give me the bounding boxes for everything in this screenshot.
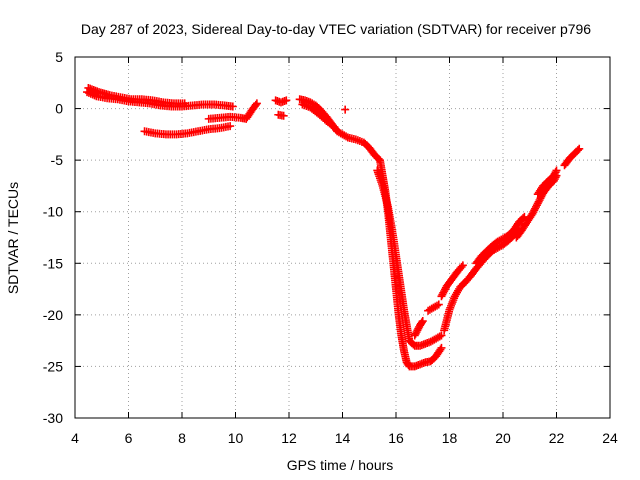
series-track-h	[298, 100, 339, 132]
data-point	[435, 332, 444, 341]
data-point	[180, 99, 189, 108]
y-tick-label: -30	[43, 410, 63, 426]
series-track-i	[341, 105, 350, 114]
data-point	[418, 317, 427, 326]
data-point	[573, 146, 582, 155]
data-point	[252, 99, 261, 108]
data-point	[575, 144, 584, 153]
series-track-q	[560, 144, 584, 170]
x-tick-label: 10	[228, 430, 244, 446]
data-points	[83, 83, 584, 371]
y-tick-label: 0	[55, 101, 63, 117]
data-point	[433, 301, 442, 310]
data-point	[228, 102, 237, 111]
data-point	[457, 262, 466, 271]
chart-title: Day 287 of 2023, Sidereal Day-to-day VTE…	[81, 21, 591, 37]
x-tick-label: 24	[602, 430, 618, 446]
data-point	[434, 300, 443, 309]
y-axis-label: SDTVAR / TECUs	[5, 182, 21, 294]
data-point	[226, 122, 235, 131]
x-tick-label: 22	[549, 430, 565, 446]
y-tick-label: 5	[55, 49, 63, 65]
data-point	[552, 166, 561, 175]
y-tick-label: -10	[43, 204, 63, 220]
series-track-f	[274, 110, 288, 120]
x-tick-label: 18	[442, 430, 458, 446]
data-point	[551, 168, 560, 177]
data-point	[436, 345, 445, 354]
series-track-b	[84, 83, 189, 108]
y-tick-label: -5	[51, 152, 64, 168]
data-point	[437, 331, 446, 340]
data-point	[251, 100, 260, 109]
series-track-j	[410, 317, 427, 340]
data-point	[341, 105, 350, 114]
grid	[75, 57, 610, 418]
series-track-e	[271, 96, 291, 107]
x-tick-label: 16	[388, 430, 404, 446]
x-axis-label: GPS time / hours	[287, 457, 394, 473]
x-tick-label: 20	[495, 430, 511, 446]
y-tick-label: -25	[43, 358, 63, 374]
series-track-c	[140, 122, 235, 139]
data-point	[458, 261, 467, 270]
y-tick-label: -15	[43, 255, 63, 271]
data-point	[342, 132, 351, 141]
series-track-k	[424, 300, 443, 315]
series-track-m	[437, 261, 467, 301]
x-tick-label: 6	[125, 430, 133, 446]
series-track-d	[204, 99, 261, 123]
series-track-n	[472, 212, 529, 268]
data-point	[437, 343, 446, 352]
x-tick-label: 14	[335, 430, 351, 446]
x-tick-label: 8	[178, 430, 186, 446]
series-track-main2	[373, 166, 446, 350]
x-tick-label: 4	[71, 430, 79, 446]
data-point	[328, 121, 337, 130]
data-point	[417, 318, 426, 327]
x-tick-label: 12	[281, 430, 297, 446]
series-track-o	[512, 171, 561, 242]
data-point	[279, 111, 288, 120]
data-point	[330, 123, 339, 132]
axis-ticks: 4 6 8 10 12 14 16 18 20 22 24 5 0 -5 -10 -15 -20 -25 -30	[43, 49, 618, 446]
y-tick-label: -20	[43, 307, 63, 323]
data-point	[282, 96, 291, 105]
series-track-p	[533, 166, 561, 199]
